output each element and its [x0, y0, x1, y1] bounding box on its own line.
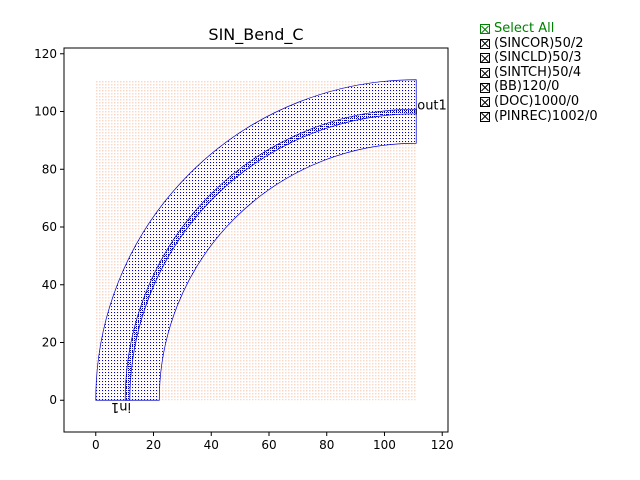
x-tick-label: 80: [319, 438, 334, 452]
layer-label: (SINTCH)50/4: [494, 64, 582, 80]
layer-legend: Select All (SINCOR)50/2 (SINCLD)50/3 (SI…: [480, 21, 598, 125]
layer-toggle-bb[interactable]: (BB)120/0: [480, 80, 598, 95]
axes-frame: [63, 47, 449, 433]
y-axis-ticks: 0 20 40 60 80 100 120: [34, 47, 64, 407]
chart-title: SIN_Bend_C: [208, 25, 303, 45]
checkbox-checked-icon: [480, 97, 490, 108]
checkbox-checked-icon: [480, 53, 490, 64]
y-tick-label: 20: [42, 335, 57, 349]
checkbox-checked-icon: [480, 68, 490, 79]
layer-label: (SINCLD)50/3: [494, 50, 582, 66]
x-tick-label: 120: [431, 438, 454, 452]
x-tick-label: 100: [373, 438, 396, 452]
checkbox-checked-icon: [480, 24, 490, 35]
port-label-in1: in1: [111, 399, 131, 414]
layer-label: (BB)120/0: [494, 79, 560, 95]
x-tick-label: 0: [92, 438, 100, 452]
checkbox-checked-icon: [480, 111, 490, 122]
layer-toggle-sintch[interactable]: (SINTCH)50/4: [480, 64, 598, 81]
checkbox-checked-icon: [480, 38, 490, 49]
x-axis-ticks: 0 20 40 60 80 100 120: [92, 432, 454, 452]
y-tick-label: 80: [42, 162, 57, 176]
port-label-out1: out1: [417, 99, 447, 114]
checkbox-checked-icon: [480, 82, 490, 93]
select-all-label: Select All: [494, 21, 555, 36]
select-all-toggle[interactable]: Select All: [480, 21, 598, 37]
x-tick-label: 60: [261, 438, 276, 452]
y-tick-label: 0: [49, 393, 57, 407]
layer-label: (PINREC)1002/0: [494, 108, 598, 124]
layer-toggle-sincor[interactable]: (SINCOR)50/2: [480, 35, 598, 52]
layer-toggle-sincld[interactable]: (SINCLD)50/3: [480, 51, 598, 66]
y-tick-label: 100: [34, 105, 57, 119]
y-tick-label: 60: [42, 220, 57, 234]
y-tick-label: 40: [42, 278, 57, 292]
y-tick-label: 120: [34, 47, 57, 61]
port-labels: in1 out1: [111, 99, 447, 415]
layer-label: (SINCOR)50/2: [494, 35, 584, 51]
x-tick-label: 20: [146, 438, 161, 452]
layer-toggle-pinrec[interactable]: (PINREC)1002/0: [480, 108, 598, 125]
layer-label: (DOC)1000/0: [494, 93, 580, 109]
x-tick-label: 40: [204, 438, 219, 452]
layer-toggle-doc[interactable]: (DOC)1000/0: [480, 93, 598, 110]
